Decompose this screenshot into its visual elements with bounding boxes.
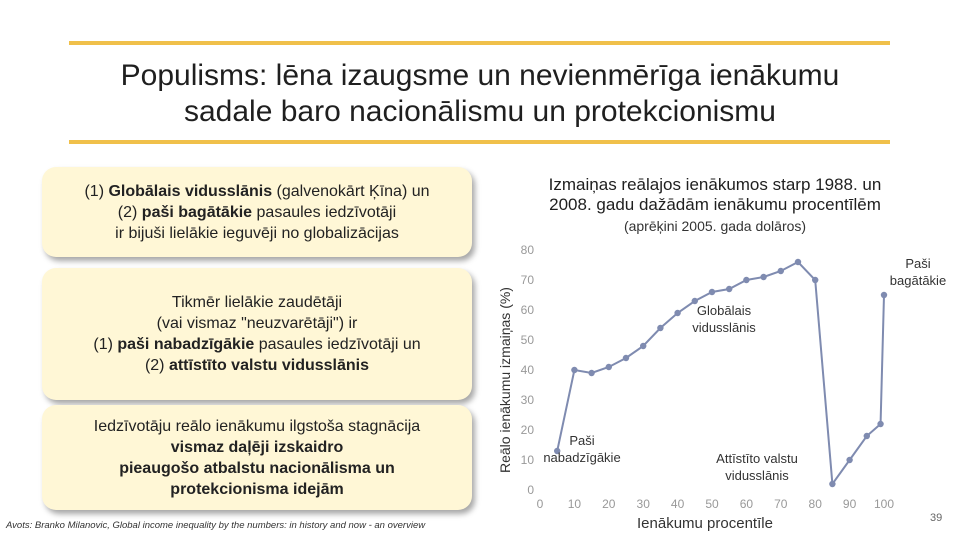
stagnation-box: Iedzīvotāju reālo ienākumu ilgstoša stag… bbox=[42, 405, 472, 510]
data-point bbox=[743, 276, 750, 284]
data-point bbox=[812, 276, 819, 284]
slide-title: Populisms: lēna izaugsme un nevienmērīga… bbox=[20, 58, 940, 130]
title-line-1: Populisms: lēna izaugsme un nevienmērīga… bbox=[120, 59, 840, 92]
stagnation-line-4: protekcionisma idejām bbox=[170, 480, 344, 498]
winners-box: (1) Globālais vidusslānis (galvenokārt Ķ… bbox=[42, 167, 472, 257]
data-point bbox=[880, 291, 888, 299]
data-point bbox=[760, 273, 767, 281]
y-tick-label: 0 bbox=[527, 483, 534, 497]
data-point bbox=[794, 258, 802, 266]
chart-title: Izmaiņas reālajos ienākumos starp 1988. … bbox=[548, 175, 882, 214]
x-tick-label: 70 bbox=[774, 497, 788, 511]
title-line-2: sadale baro nacionālismu un protekcionis… bbox=[183, 95, 776, 128]
annotation-richest-line1: Paši bbox=[905, 256, 930, 271]
y-tick-label: 50 bbox=[521, 333, 535, 347]
y-tick-label: 20 bbox=[521, 423, 535, 437]
data-point bbox=[829, 480, 836, 488]
data-point bbox=[777, 267, 784, 275]
annotation-global-middle-class-line2: vidusslānis bbox=[692, 320, 756, 335]
stagnation-line-1: Iedzīvotāju reālo ienākumu ilgstoša stag… bbox=[93, 417, 421, 435]
data-point bbox=[877, 420, 884, 428]
data-point bbox=[605, 363, 612, 371]
x-tick-label: 50 bbox=[705, 497, 719, 511]
x-tick-label: 10 bbox=[568, 497, 582, 511]
data-point bbox=[571, 366, 578, 374]
data-point bbox=[554, 447, 561, 455]
annotation-poorest-line1: Paši bbox=[569, 433, 594, 448]
y-tick-label: 70 bbox=[521, 273, 535, 287]
x-tick-label: 20 bbox=[602, 497, 616, 511]
page-number: 39 bbox=[930, 512, 943, 524]
source-note: Avots: Branko Milanovic, Global income i… bbox=[6, 520, 426, 531]
x-tick-label: 30 bbox=[637, 497, 651, 511]
x-tick-label: 40 bbox=[671, 497, 685, 511]
data-point bbox=[863, 432, 870, 440]
x-axis-label: Ienākumu procentīle bbox=[637, 515, 773, 532]
annotation-richest-line2: bagātākie bbox=[890, 273, 946, 288]
x-tick-label: 100 bbox=[874, 497, 894, 511]
annotation-poorest-line2: nabadzīgākie bbox=[543, 450, 620, 465]
x-tick-label: 60 bbox=[740, 497, 754, 511]
data-point bbox=[588, 369, 595, 377]
annotation-global-middle-class-line1: Globālais bbox=[697, 303, 752, 318]
y-tick-label: 30 bbox=[521, 393, 535, 407]
data-point bbox=[708, 288, 716, 296]
stagnation-line-3: pieaugošo atbalstu nacionālisma un bbox=[119, 459, 395, 477]
winners-line-3: ir bijuši lielākie ieguvēji no globalizā… bbox=[115, 224, 399, 242]
y-tick-label: 10 bbox=[521, 453, 535, 467]
y-tick-label: 60 bbox=[521, 303, 535, 317]
losers-line-1: Tikmēr lielākie zaudētāji bbox=[171, 294, 343, 311]
annotation-developed-middle-class-line2: vidusslānis bbox=[725, 468, 789, 483]
data-point bbox=[674, 309, 681, 317]
data-point bbox=[640, 342, 647, 350]
richest-emph: paši bagātākie bbox=[141, 203, 253, 221]
data-point bbox=[691, 297, 698, 305]
x-tick-label: 80 bbox=[809, 497, 823, 511]
y-tick-label: 40 bbox=[521, 363, 535, 377]
data-point bbox=[726, 285, 733, 293]
y-tick-label: 80 bbox=[521, 243, 535, 257]
losers-box: Tikmēr lielākie zaudētāji (vai vismaz "n… bbox=[42, 268, 472, 400]
partly-explains-emph: daļēji izskaidro bbox=[228, 438, 344, 456]
x-tick-label: 90 bbox=[843, 497, 857, 511]
losers-line-2: (vai vismaz "neuzvarētāji") ir bbox=[156, 315, 358, 332]
global-middle-class-emph: Globālais vidusslānis bbox=[108, 182, 273, 200]
top-rule bbox=[69, 41, 890, 45]
bottom-rule bbox=[69, 140, 890, 144]
data-point bbox=[846, 456, 853, 464]
poorest-emph: paši nabadzīgākie bbox=[117, 336, 255, 353]
x-tick-label: 0 bbox=[537, 497, 544, 511]
chart-subtitle: (aprēķini 2005. gada dolāros) bbox=[623, 218, 807, 234]
developed-middle-class-emph: attīstīto valstu vidusslānis bbox=[168, 357, 370, 374]
annotation-developed-middle-class-line1: Attīstīto valstu bbox=[716, 451, 798, 466]
data-point bbox=[657, 324, 664, 332]
data-point bbox=[622, 354, 630, 362]
